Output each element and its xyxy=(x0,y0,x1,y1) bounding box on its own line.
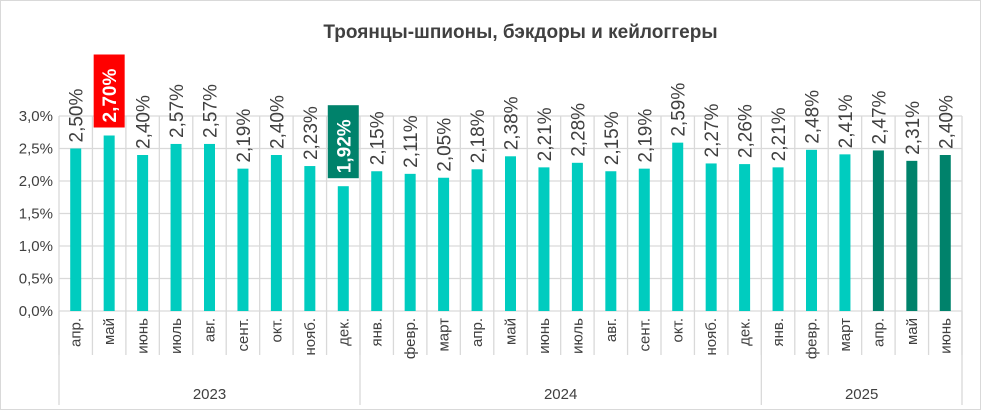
data-label: 2,40% xyxy=(267,95,288,149)
data-label: 2,21% xyxy=(535,107,556,161)
x-tick-label: авг. xyxy=(603,318,620,342)
data-label: 2,31% xyxy=(903,101,924,155)
x-tick-label: февр. xyxy=(402,318,419,359)
bar xyxy=(371,171,383,311)
data-label: 2,27% xyxy=(702,103,723,157)
x-tick-label: май xyxy=(904,318,921,345)
data-label: 1,92% xyxy=(334,119,355,173)
x-tick-label: окт. xyxy=(670,318,687,342)
data-label: 2,19% xyxy=(234,109,255,163)
data-label: 2,15% xyxy=(368,111,389,165)
bar xyxy=(638,168,650,311)
x-tick-label: июль xyxy=(569,318,586,354)
data-label: 2,11% xyxy=(401,115,422,168)
data-label: 2,15% xyxy=(602,111,623,165)
data-label: 2,57% xyxy=(201,84,222,138)
bar xyxy=(505,156,516,311)
x-tick-label: май xyxy=(101,318,118,345)
data-label: 2,23% xyxy=(301,106,322,160)
x-tick-label: февр. xyxy=(804,318,821,359)
y-tick-label: 3,0% xyxy=(19,108,53,125)
data-label: 2,70% xyxy=(100,69,121,123)
bar xyxy=(304,166,316,311)
data-label: 2,47% xyxy=(869,90,890,144)
data-label-box xyxy=(93,54,125,128)
data-label: 2,57% xyxy=(167,84,188,138)
data-label: 2,48% xyxy=(803,90,824,144)
x-tick-label: янв. xyxy=(770,318,787,347)
y-tick-label: 2,5% xyxy=(19,141,53,158)
bar xyxy=(705,163,717,311)
data-label: 2,26% xyxy=(736,104,757,158)
x-tick-label: сент. xyxy=(235,318,252,352)
bar xyxy=(170,143,182,311)
bar xyxy=(806,149,817,311)
bar xyxy=(571,162,583,311)
bar xyxy=(270,155,282,311)
x-tick-label: апр. xyxy=(870,318,887,347)
y-tick-label: 0,5% xyxy=(19,271,53,288)
bar xyxy=(204,143,215,311)
data-label: 2,18% xyxy=(468,109,489,163)
chart-title: Троянцы-шпионы, бэкдоры и кейлоггеры xyxy=(323,22,718,43)
x-tick-label: июнь xyxy=(937,318,954,354)
year-label: 2025 xyxy=(845,386,878,403)
y-tick-label: 0,0% xyxy=(19,303,53,320)
data-label: 2,05% xyxy=(435,118,456,172)
data-label: 2,40% xyxy=(936,95,957,149)
data-label: 2,21% xyxy=(769,107,790,161)
x-tick-label: сент. xyxy=(636,318,653,352)
data-label-box xyxy=(327,105,359,179)
bar xyxy=(471,169,483,311)
x-tick-label: авг. xyxy=(202,318,219,342)
x-tick-label: март xyxy=(837,318,854,352)
x-tick-label: янв. xyxy=(369,318,386,347)
bar xyxy=(103,135,115,311)
bar xyxy=(404,173,416,311)
data-label: 2,41% xyxy=(836,94,857,148)
bar xyxy=(939,155,951,311)
bar xyxy=(237,168,249,311)
data-label: 2,40% xyxy=(134,95,155,149)
bar xyxy=(438,177,450,311)
bar xyxy=(872,150,884,311)
x-tick-label: май xyxy=(503,318,520,345)
x-tick-label: нояб. xyxy=(302,318,319,356)
x-tick-label: июнь xyxy=(135,318,152,354)
y-tick-label: 1,5% xyxy=(19,206,53,223)
y-tick-label: 2,0% xyxy=(19,173,53,190)
x-tick-label: апр. xyxy=(469,318,486,347)
x-tick-label: июнь xyxy=(536,318,553,354)
data-label: 2,50% xyxy=(67,89,88,143)
data-label: 2,19% xyxy=(635,109,656,163)
x-tick-label: апр. xyxy=(68,318,85,347)
bar xyxy=(337,186,349,311)
bar xyxy=(772,167,784,311)
bar xyxy=(137,155,149,311)
bar xyxy=(739,164,751,311)
data-label: 2,59% xyxy=(669,83,690,137)
bar xyxy=(605,171,617,311)
year-label: 2023 xyxy=(193,386,226,403)
year-label: 2024 xyxy=(544,386,577,403)
bar xyxy=(906,160,918,311)
x-tick-label: июль xyxy=(168,318,185,354)
x-tick-label: окт. xyxy=(268,318,285,342)
data-label: 2,28% xyxy=(568,103,589,157)
x-tick-label: дек. xyxy=(335,318,352,346)
y-tick-label: 1,0% xyxy=(19,238,53,255)
x-tick-label: дек. xyxy=(737,318,754,346)
bar xyxy=(70,148,82,311)
x-tick-label: март xyxy=(436,318,453,352)
data-label: 2,38% xyxy=(502,96,523,150)
bar xyxy=(672,142,684,311)
x-tick-label: нояб. xyxy=(703,318,720,356)
bar xyxy=(839,154,851,311)
bar xyxy=(538,167,550,311)
